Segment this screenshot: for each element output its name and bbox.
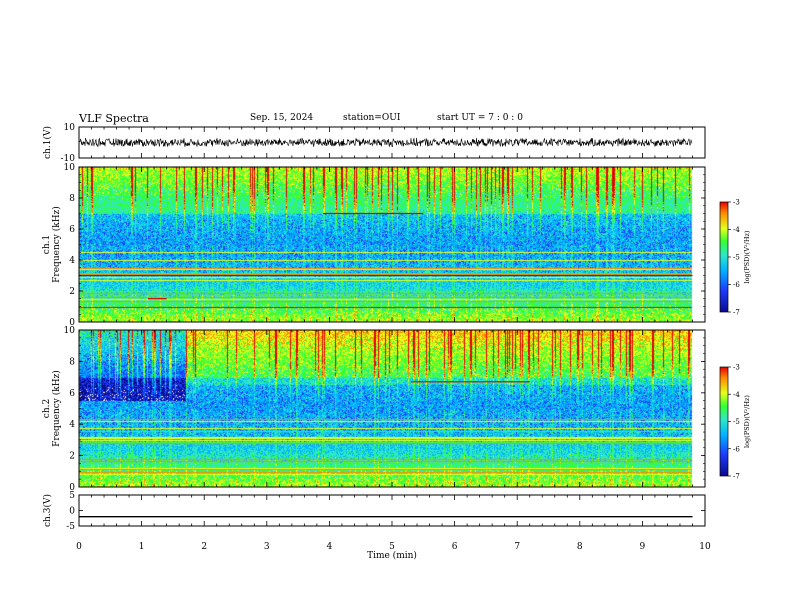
y-tick-label: 10 xyxy=(64,326,76,336)
y-tick-label: 4 xyxy=(69,256,75,266)
y-tick-label: 10 xyxy=(64,163,76,173)
ch3-ylabel: ch.3(V) xyxy=(42,494,53,527)
x-tick-label: 9 xyxy=(640,542,646,552)
y-tick-label: -10 xyxy=(61,154,76,164)
y-tick-label: -5 xyxy=(66,522,75,532)
x-tick-label: 6 xyxy=(452,542,458,552)
start-ut-label: start UT = 7 : 0 : 0 xyxy=(437,113,523,123)
x-tick-label: 0 xyxy=(76,542,82,552)
y-tick-label: 5 xyxy=(69,491,75,501)
chart-title: VLF Spectra xyxy=(79,112,149,125)
x-tick-label: 5 xyxy=(389,542,395,552)
x-tick-label: 8 xyxy=(577,542,583,552)
ch1-spectrogram-image xyxy=(79,167,705,322)
ch1-ylabel: ch.1(V) xyxy=(42,126,53,159)
x-tick-label: 3 xyxy=(264,542,270,552)
ch1-spec-ylabel: Frequency (kHz) xyxy=(51,206,62,283)
waveform-traces xyxy=(78,137,693,518)
ch2-spec-channel-label: ch.2 xyxy=(42,399,52,418)
colorbar xyxy=(719,366,729,477)
spectrogram-images xyxy=(79,167,705,487)
y-tick-label: 0 xyxy=(69,483,75,493)
y-tick-label: 2 xyxy=(69,287,75,297)
y-tick-label: 0 xyxy=(69,318,75,328)
ch2-spectrogram-image xyxy=(79,330,705,487)
y-tick-label: 8 xyxy=(69,194,75,204)
colorbar-tick-label: -5 xyxy=(733,254,740,262)
y-tick-label: 6 xyxy=(69,225,75,235)
y-tick-label: 10 xyxy=(64,123,76,133)
y-tick-label: 4 xyxy=(69,420,75,430)
date-label: Sep. 15, 2024 xyxy=(250,113,314,123)
colorbar-tick-label: -6 xyxy=(733,445,740,453)
axes xyxy=(78,126,731,527)
colorbar-tick-label: -4 xyxy=(733,391,740,399)
colorbar-tick-label: -7 xyxy=(733,309,740,317)
ch1-waveform-trace xyxy=(78,137,693,148)
colorbar xyxy=(719,201,729,313)
y-tick-label: 8 xyxy=(69,357,75,367)
x-tick-label: 10 xyxy=(699,542,711,552)
y-tick-label: 0 xyxy=(69,507,75,517)
colorbar-tick-label: -4 xyxy=(733,226,740,234)
x-tick-label: 4 xyxy=(327,542,333,552)
x-tick-label: 7 xyxy=(514,542,520,552)
x-tick-label: 2 xyxy=(201,542,207,552)
colorbar-tick-label: -7 xyxy=(733,473,740,481)
ch2-spec-ylabel: Frequency (kHz) xyxy=(51,370,62,447)
x-tick-label: 1 xyxy=(139,542,145,552)
station-label: station=OUI xyxy=(343,113,401,123)
colorbar-label: log(PSD)(V²/Hz) xyxy=(743,230,751,283)
ch1-spec-channel-label: ch.1 xyxy=(42,235,52,254)
x-axis-label: Time (min) xyxy=(367,550,417,561)
y-tick-label: 2 xyxy=(69,452,75,462)
colorbar-tick-label: -6 xyxy=(733,281,740,289)
y-tick-label: 6 xyxy=(69,389,75,399)
colorbar-label: log(PSD)(V²/Hz) xyxy=(743,395,751,448)
colorbar-tick-label: -5 xyxy=(733,418,740,426)
colorbar-tick-label: -3 xyxy=(733,364,740,372)
colorbar-tick-label: -3 xyxy=(733,199,740,207)
